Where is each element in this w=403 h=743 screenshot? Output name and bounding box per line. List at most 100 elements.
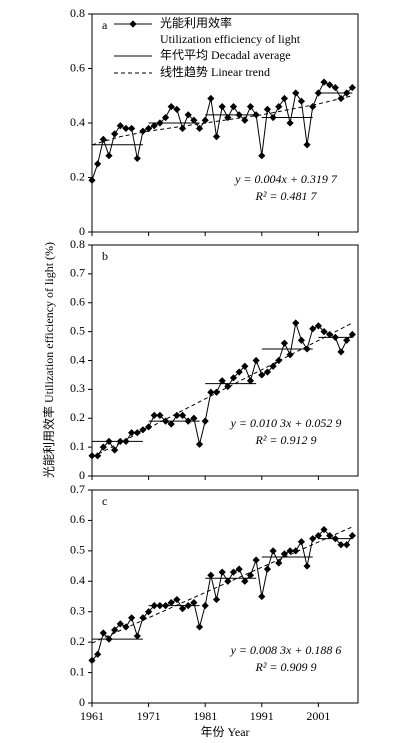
data-point	[207, 388, 215, 396]
trend-line	[91, 526, 353, 644]
data-point	[320, 78, 328, 86]
data-point	[343, 541, 351, 549]
data-point	[133, 632, 141, 640]
x-tick-label: 1961	[80, 709, 104, 723]
plot-frame	[91, 13, 359, 233]
y-tick-label: 0.6	[70, 60, 85, 74]
y-tick-label: 0	[79, 695, 85, 709]
data-point	[326, 532, 334, 540]
data-point	[207, 571, 215, 579]
data-point	[218, 377, 226, 385]
data-point	[116, 620, 124, 628]
y-tick-label: 0.2	[70, 169, 85, 183]
y-tick-label: 0.4	[70, 352, 85, 366]
y-tick-label: 0.5	[70, 323, 85, 337]
data-point	[258, 371, 266, 379]
data-point	[99, 135, 107, 143]
x-tick-label: 1981	[193, 709, 217, 723]
data-point	[314, 322, 322, 330]
data-point	[314, 532, 322, 540]
data-point	[99, 629, 107, 637]
data-point	[94, 160, 102, 168]
y-tick-label: 0.8	[70, 237, 85, 251]
data-point	[161, 113, 170, 122]
data-point	[195, 440, 204, 448]
data-point	[229, 568, 238, 576]
data-point	[241, 362, 249, 370]
data-point	[269, 362, 277, 370]
y-tick-label: 0.1	[70, 664, 85, 678]
data-point	[128, 429, 136, 437]
data-point	[235, 111, 243, 119]
data-point	[161, 602, 170, 610]
data-point	[173, 105, 181, 113]
data-point	[190, 598, 198, 607]
data-point	[297, 538, 306, 546]
data-point	[190, 414, 198, 422]
data-point	[280, 339, 289, 347]
x-tick-label: 2001	[306, 709, 330, 723]
data-point	[156, 119, 164, 127]
data-point	[156, 411, 164, 419]
data-point	[246, 571, 255, 579]
data-point	[201, 417, 209, 425]
y-tick-label: 0.6	[70, 512, 85, 526]
data-point	[105, 437, 113, 445]
data-point	[320, 328, 328, 336]
y-axis-label: 光能利用效率 Utilization efficiency of light (…	[41, 242, 56, 478]
data-point	[212, 595, 221, 604]
data-point	[88, 452, 96, 460]
data-point	[94, 650, 102, 658]
data-point	[337, 94, 345, 103]
data-point	[224, 577, 232, 585]
data-point	[167, 420, 175, 428]
data-point	[258, 592, 266, 601]
y-tick-label: 0.5	[70, 543, 85, 557]
equation: y = 0.010 3x + 0.052 9	[230, 416, 342, 430]
data-point	[161, 417, 170, 425]
data-point	[201, 602, 209, 610]
data-point	[195, 124, 204, 133]
data-point	[320, 525, 328, 534]
data-point	[241, 577, 249, 585]
data-point	[218, 568, 226, 576]
equation: y = 0.008 3x + 0.188 6	[230, 643, 342, 657]
data-point	[269, 547, 277, 555]
data-point	[94, 452, 102, 460]
data-point	[156, 602, 164, 610]
y-tick-label: 0.7	[70, 482, 85, 496]
r-squared: R² = 0.481 7	[254, 189, 317, 203]
data-point	[212, 133, 221, 141]
data-point	[235, 368, 243, 376]
data-point	[241, 116, 249, 124]
y-tick-label: 0.3	[70, 381, 85, 395]
data-point	[178, 605, 187, 613]
data-point	[286, 547, 294, 555]
data-point	[314, 89, 322, 97]
data-point	[207, 94, 215, 103]
data-point	[178, 124, 187, 133]
panel-label: a	[102, 18, 108, 32]
data-point	[144, 423, 153, 431]
y-tick-label: 0.2	[70, 410, 85, 424]
data-point	[224, 382, 232, 391]
data-point	[309, 325, 317, 333]
data-point	[275, 356, 283, 365]
data-point	[116, 122, 124, 130]
y-tick-label: 0.6	[70, 295, 85, 309]
data-line	[91, 528, 353, 661]
data-point	[297, 97, 306, 105]
data-point	[331, 83, 339, 92]
data-point	[212, 388, 221, 396]
data-point	[195, 623, 204, 631]
data-point	[184, 417, 192, 425]
data-point	[88, 656, 96, 664]
data-point	[167, 598, 175, 607]
data-point	[252, 356, 260, 365]
data-point	[348, 532, 356, 540]
data-point	[263, 565, 272, 573]
y-tick-label: 0.1	[70, 439, 85, 453]
data-point	[331, 333, 339, 341]
data-point	[190, 116, 198, 124]
